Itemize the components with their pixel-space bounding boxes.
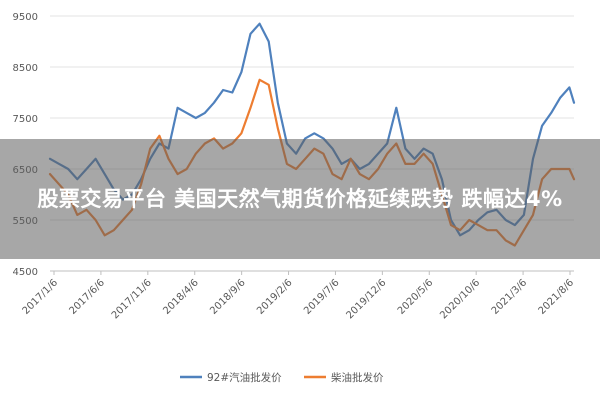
y-tick-label: 4500 — [13, 267, 38, 278]
x-tick-label: 2021/8/6 — [537, 277, 577, 317]
legend-label: 柴油批发价 — [331, 371, 384, 384]
y-tick-label: 8500 — [13, 63, 38, 74]
x-tick-label: 2019/7/6 — [302, 277, 342, 317]
x-tick-label: 2019/2/6 — [255, 277, 295, 317]
headline-text: 股票交易平台 美国天然气期货价格延续跌势 跌幅达4% — [37, 187, 563, 211]
headline-banner: 股票交易平台 美国天然气期货价格延续跌势 跌幅达4% — [0, 139, 600, 259]
x-tick-label: 2017/1/6 — [21, 277, 61, 317]
x-tick-label: 2018/4/6 — [161, 277, 201, 317]
y-tick-label: 9500 — [13, 12, 38, 23]
x-tick-label: 2019/12/6 — [344, 277, 388, 321]
x-axis: 2017/1/6 2017/6/6 2017/11/6 2018/4/6 2018/9/… — [21, 271, 577, 321]
x-tick-label: 2017/6/6 — [67, 277, 107, 317]
x-tick-label: 2020/10/6 — [438, 277, 482, 321]
x-tick-label: 2018/9/6 — [208, 277, 248, 317]
legend: 92#汽油批发价 柴油批发价 — [180, 371, 384, 384]
legend-label: 92#汽油批发价 — [207, 371, 282, 384]
y-tick-label: 7500 — [13, 114, 38, 125]
x-tick-label: 2020/5/6 — [396, 277, 436, 317]
x-tick-label: 2021/3/6 — [490, 277, 530, 317]
x-tick-label: 2017/11/6 — [110, 277, 154, 321]
